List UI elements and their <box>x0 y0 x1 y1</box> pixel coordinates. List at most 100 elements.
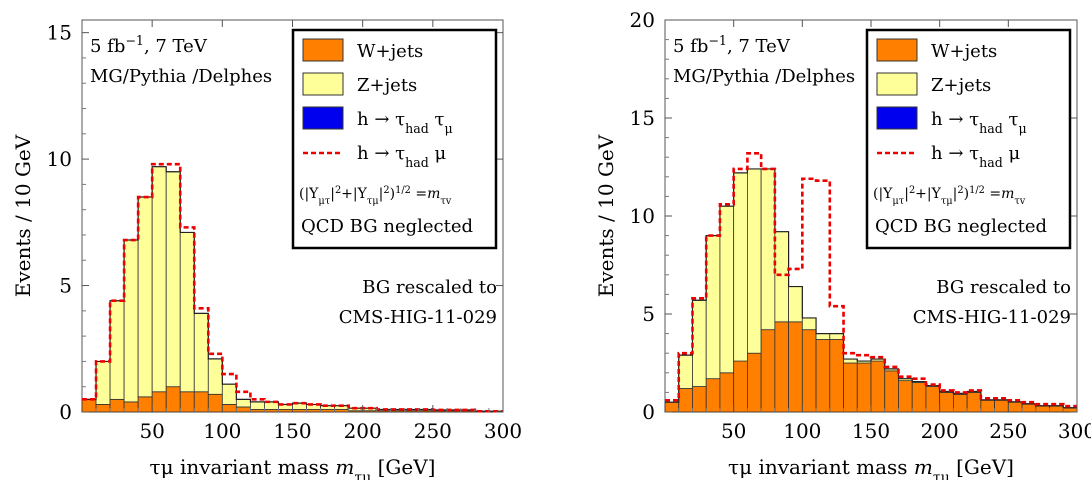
legend-label-alt-signal-part: h → τ <box>931 143 979 164</box>
cms-reference-annotation: CMS-HIG-11-029 <box>339 307 497 328</box>
wjets-bar <box>705 378 721 413</box>
wjets-bar <box>966 391 982 413</box>
x-axis-label-part: m <box>335 455 354 479</box>
luminosity-annotation-part: 5 fb <box>673 36 708 57</box>
zjets-bar <box>137 196 153 398</box>
y-tick-label: 15 <box>630 106 655 130</box>
bg-rescaled-annotation: BG rescaled to <box>362 277 497 298</box>
wjets-bar <box>151 391 167 413</box>
legend-label-zjets: Z+jets <box>931 75 991 96</box>
wjets-bar <box>193 391 209 413</box>
y-tick-label: 15 <box>47 21 72 45</box>
x-axis-label-part: [GeV] <box>950 455 1014 479</box>
left-histogram-panel: 50 100 150 200 250 300 0 5 10 15 τμ invariant mass… <box>11 19 522 480</box>
wjets-bar <box>829 339 844 413</box>
x-axis-label-part: τμ <box>933 470 950 480</box>
wjets-bar <box>1062 407 1078 413</box>
legend-coupling-formula-part: τ <box>440 196 446 207</box>
zjets-bar <box>829 333 844 340</box>
legend-swatch-zjets <box>876 72 918 96</box>
legend-coupling-formula-part: τμ <box>941 196 953 207</box>
wjets-bar <box>760 329 776 413</box>
x-axis-label-part: m <box>914 455 933 479</box>
alt-signal-line <box>665 151 1077 408</box>
legend-note: QCD BG neglected <box>301 216 473 237</box>
legend-coupling-formula-part: m <box>1001 186 1014 202</box>
wjets-bar <box>911 382 927 413</box>
x-tick-label: 250 <box>989 419 1027 443</box>
legend-coupling-formula-part: | <box>379 186 384 202</box>
wjets-bar <box>664 401 680 413</box>
zjets-bar <box>788 286 803 323</box>
legend-swatch-signal <box>302 106 344 130</box>
x-tick-label: 200 <box>344 419 382 443</box>
x-tick-label: 300 <box>1058 419 1091 443</box>
zjets-bar <box>760 168 776 331</box>
zjets-bar <box>123 239 139 403</box>
y-tick-label: 0 <box>642 400 655 424</box>
luminosity-annotation-part: , 7 TeV <box>144 36 208 57</box>
x-tick-label: 300 <box>484 419 522 443</box>
wjets-bar <box>870 360 886 413</box>
zjets-bar <box>249 401 265 410</box>
legend-box <box>291 28 498 250</box>
legend-coupling-formula-part: = <box>411 186 427 202</box>
legend-coupling-formula-part: μτ <box>318 196 330 207</box>
x-tick-label: 150 <box>273 419 311 443</box>
wjets-bar <box>801 329 817 413</box>
zjets-bar <box>692 299 707 387</box>
zjets-bar <box>719 205 735 374</box>
legend-coupling-formula-part: v <box>445 196 452 207</box>
wjets-bar <box>856 362 872 413</box>
stack-outline <box>82 166 503 412</box>
wjets-bar <box>179 391 195 413</box>
zjets-bar <box>221 383 237 405</box>
legend-label-signal-part: h → τ <box>357 109 405 130</box>
zjets-bar <box>815 333 831 340</box>
wjets-bar <box>235 406 251 413</box>
legend-note: QCD BG neglected <box>875 216 1047 237</box>
legend-coupling-formula-part: m <box>427 186 440 202</box>
zjets-bar <box>678 354 693 389</box>
legend-label-signal-part: τ <box>1003 109 1019 130</box>
wjets-bar <box>1035 405 1050 413</box>
wjets-bar <box>774 321 789 413</box>
generator-annotation: MG/Pythia /Delphes <box>673 66 855 87</box>
zjets-bar <box>207 358 223 395</box>
wjets-bar <box>81 398 97 413</box>
legend-label-alt-signal: h → τhad μ <box>931 143 1020 170</box>
wjets-bar <box>1007 401 1023 413</box>
legend-label-alt-signal-part: h → τ <box>357 143 405 164</box>
wjets-bar <box>221 404 237 413</box>
legend-label-signal-part: h → τ <box>931 109 979 130</box>
legend-coupling-formula-part: ) <box>390 186 395 202</box>
wjets-bar <box>678 388 693 413</box>
y-tick-label: 5 <box>642 302 655 326</box>
x-tick-label: 50 <box>721 419 746 443</box>
legend-coupling-formula-part: (|Y <box>873 186 893 202</box>
legend-swatch-wjets <box>876 38 918 62</box>
legend-label-signal-part: had <box>405 121 429 136</box>
legend-label-signal-part: τ <box>429 109 445 130</box>
legend-box <box>865 28 1072 250</box>
zjets-bar <box>774 231 789 323</box>
y-tick-label: 10 <box>47 147 72 171</box>
wjets-bar <box>939 391 954 413</box>
wjets-bar <box>95 404 111 413</box>
right-histogram-panel: 50 100 150 200 250 300 0 5 10 15 20 τμ invariant ma… <box>594 8 1091 480</box>
wjets-bar <box>692 386 707 413</box>
zjets-bar <box>95 361 111 405</box>
generator-annotation: MG/Pythia /Delphes <box>90 66 272 87</box>
wjets-bar <box>925 386 941 413</box>
legend-label-alt-signal-part: μ <box>429 143 447 164</box>
legend-swatch-zjets <box>302 72 344 96</box>
y-axis-label: Events / 10 GeV <box>594 134 618 297</box>
legend-coupling-formula-part: μτ <box>892 196 904 207</box>
luminosity-annotation-part: 5 fb <box>90 36 125 57</box>
legend-coupling-formula-part: 2 <box>383 185 389 196</box>
bg-rescaled-annotation: BG rescaled to <box>936 277 1071 298</box>
zjets-bar <box>193 312 209 393</box>
cms-reference-annotation: CMS-HIG-11-029 <box>913 307 1071 328</box>
legend-label-wjets: W+jets <box>931 41 997 62</box>
legend-label-signal: h → τhad τμ <box>931 109 1027 136</box>
